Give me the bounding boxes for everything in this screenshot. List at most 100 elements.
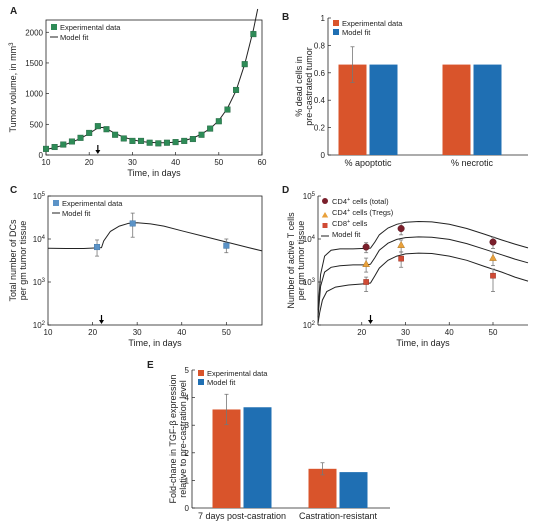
data-point [43, 145, 50, 152]
data-point-cd8 [490, 272, 496, 279]
treatment-arrow-head [95, 150, 101, 154]
y-axis-label-2: pre-castrated tumor [304, 47, 314, 126]
category-label: Castration-resistant [299, 511, 378, 521]
bar-model-fit [369, 64, 398, 155]
data-point [155, 140, 162, 147]
legend-swatch [198, 370, 204, 376]
data-point-cd4-tregs [397, 240, 405, 248]
data-point [215, 118, 222, 125]
x-tick-label: 40 [177, 328, 186, 337]
y-tick-label: 104 [33, 235, 46, 244]
panel-label: C [10, 185, 17, 196]
x-tick-label: 50 [222, 328, 231, 337]
y-tick-label: 102 [303, 321, 316, 330]
bar-model-fit [243, 407, 272, 508]
data-point [250, 31, 257, 38]
x-tick-label: 40 [445, 328, 454, 337]
x-tick-label: 20 [88, 328, 97, 337]
data-point-cd8 [363, 279, 369, 285]
data-point-cd4-total [362, 243, 370, 251]
treatment-arrow-head [99, 320, 104, 324]
legend-marker [322, 198, 328, 204]
legend-swatch [51, 24, 57, 30]
data-point [68, 138, 75, 145]
legend-label: Model fit [60, 33, 89, 42]
x-axis-label: Time, in days [128, 338, 182, 348]
data-point [120, 135, 127, 142]
data-point [223, 242, 230, 249]
data-point-cd4-tregs [489, 253, 497, 261]
legend-swatch [198, 379, 204, 385]
bar-model-fit [339, 472, 368, 508]
y-axis-label: Number of active T cells [286, 212, 296, 309]
data-point [129, 137, 136, 144]
data-point [94, 123, 101, 130]
data-point [103, 126, 110, 133]
panel-e: E 0 1 2 3 4 5 7 days post-castration Castration-… [147, 360, 390, 521]
y-tick-label: 0.8 [314, 41, 326, 50]
panel-a: A 10 20 30 40 50 60 0 500 1000 1500 2000 Time, in da… [8, 6, 267, 178]
bar-experimental [212, 409, 241, 508]
data-point [181, 137, 188, 144]
data-point [146, 139, 153, 146]
y-tick-label: 1500 [25, 59, 43, 68]
x-tick-label: 20 [357, 328, 366, 337]
y-tick-label: 1000 [25, 90, 43, 99]
y-axis-label: Tumor volume, in mm3 [8, 42, 18, 133]
data-point [77, 134, 84, 141]
y-tick-label: 5 [185, 366, 190, 375]
x-tick-label: 40 [171, 158, 180, 167]
legend-label: Model fit [342, 28, 371, 37]
bar-model-fit [473, 64, 502, 155]
plot-frame [47, 195, 263, 326]
legend-label: CD4+ cells (total) [332, 197, 389, 206]
model-fit-line [317, 252, 529, 324]
data-point [233, 86, 240, 93]
y-tick-label: 0 [39, 151, 44, 160]
panel-label: B [282, 12, 289, 23]
x-tick-label: 10 [44, 328, 53, 337]
x-axis-label: Time, in days [127, 168, 181, 178]
y-axis-label: % dead cells in [294, 56, 304, 117]
panel-label: D [282, 185, 289, 196]
x-axis-label: Time, in days [396, 338, 450, 348]
data-point-cd4-total [489, 238, 497, 246]
plot-frame [45, 19, 263, 156]
panel-b: B 0 0.2 0.4 0.6 0.8 1 % apoptotic % necrotic Expe… [282, 12, 528, 168]
x-tick-label: 30 [128, 158, 137, 167]
y-tick-label: 105 [303, 192, 316, 201]
data-point [241, 61, 248, 68]
y-tick-label: 2 [185, 449, 190, 458]
model-fit-line [317, 236, 529, 318]
y-tick-label: 102 [33, 321, 46, 330]
legend-swatch [333, 29, 339, 35]
legend-marker [321, 212, 329, 218]
data-point-cd8 [398, 255, 404, 262]
y-tick-label: 4 [185, 394, 190, 403]
data-point [138, 137, 145, 144]
data-point [129, 220, 136, 227]
legend-label: CD4+ cells (Tregs) [332, 208, 394, 217]
category-label: % apoptotic [344, 158, 392, 168]
model-fit-line [47, 222, 263, 252]
panel-label: A [10, 6, 17, 17]
data-point [112, 131, 119, 138]
data-point-cd4-total [397, 225, 405, 233]
category-label: % necrotic [451, 158, 494, 168]
data-point [224, 106, 231, 113]
panel-d: D 20 30 40 50 102 103 104 105 Time, in days Number… [282, 185, 529, 348]
data-point [94, 244, 101, 251]
category-label: 7 days post-castration [198, 511, 286, 521]
y-axis-label: Fold-chane in TGF-β expression [168, 374, 178, 503]
legend-label: Model fit [332, 230, 361, 239]
y-tick-label: 103 [303, 278, 316, 287]
y-tick-label: 0 [185, 504, 190, 513]
panel-label: E [147, 360, 154, 371]
x-tick-label: 10 [42, 158, 51, 167]
x-tick-label: 20 [85, 158, 94, 167]
data-point [51, 144, 58, 151]
legend-label: Experimental data [60, 23, 121, 32]
legend-swatch [333, 20, 339, 26]
y-tick-label: 103 [33, 278, 46, 287]
legend-label: Experimental data [62, 199, 123, 208]
